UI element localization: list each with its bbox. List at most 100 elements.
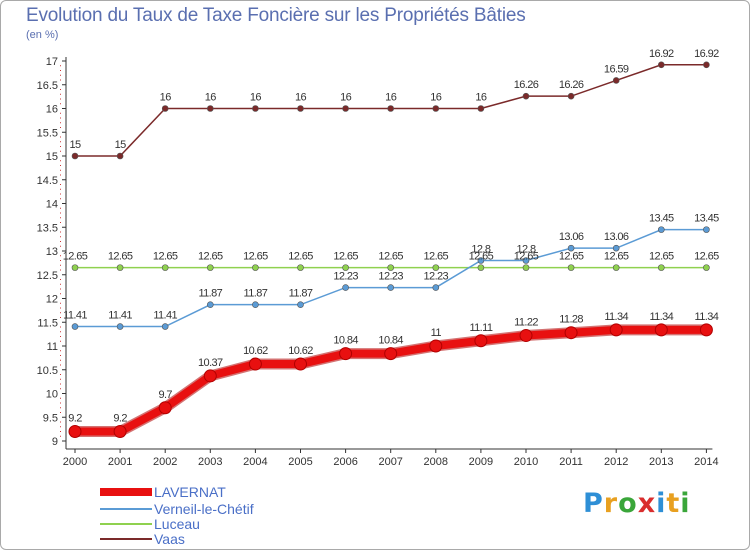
point-luceau — [477, 264, 485, 271]
point-vaas — [522, 92, 530, 100]
point-verneil-le-chetif — [207, 301, 214, 308]
point-vaas — [207, 105, 214, 112]
x-tick-label: 2007 — [378, 456, 402, 468]
y-tick-label: 13 — [46, 246, 58, 258]
point-lavernat — [429, 339, 443, 353]
point-lavernat — [248, 357, 262, 371]
axes: 9 9.5 10 10.5 11 11.5 12 12.5 13 13.5 14 14.5 15 15.5… — [37, 56, 719, 468]
point-luceau — [342, 264, 349, 271]
y-minor-tick — [60, 269, 61, 271]
y-minor-tick — [60, 397, 61, 399]
data-label-verneil-le-chetif: 12.8 — [471, 244, 490, 256]
data-label-verneil-le-chetif: 11.41 — [63, 310, 87, 322]
data-label-luceau: 12.65 — [378, 251, 403, 263]
y-minor-tick — [60, 122, 61, 124]
point-luceau — [116, 264, 124, 271]
data-label-luceau: 12.65 — [108, 251, 133, 263]
data-label-lavernat: 9.7 — [158, 389, 172, 401]
point-vaas — [477, 105, 485, 112]
data-label-lavernat: 11.34 — [604, 311, 628, 323]
y-minor-tick — [60, 70, 61, 71]
data-label-verneil-le-chetif: 12.23 — [424, 271, 449, 283]
data-label-luceau: 12.65 — [198, 251, 223, 263]
point-verneil-le-chetif — [657, 226, 665, 233]
y-minor-tick — [60, 426, 61, 428]
x-tick-label: 2009 — [469, 456, 493, 468]
point-vaas — [612, 77, 620, 84]
y-minor-tick — [60, 431, 61, 432]
y-minor-tick — [60, 79, 61, 81]
y-minor-tick — [60, 412, 61, 413]
y-minor-tick — [60, 174, 61, 176]
data-label-lavernat: 10.62 — [288, 345, 313, 357]
point-vaas — [161, 105, 169, 112]
y-tick-label: 17 — [46, 56, 58, 68]
data-label-luceau: 12.65 — [424, 251, 449, 263]
data-label-vaas: 16.92 — [694, 48, 719, 60]
point-lavernat — [519, 329, 533, 343]
y-minor-tick — [60, 217, 61, 219]
y-minor-tick — [60, 402, 61, 404]
point-lavernat — [203, 369, 217, 383]
y-minor-tick — [60, 146, 61, 147]
point-vaas — [432, 105, 440, 112]
x-tick-label: 2008 — [424, 456, 448, 468]
y-minor-tick — [60, 336, 61, 337]
y-tick-label: 10.5 — [37, 365, 58, 377]
unit-label: (en %) — [26, 29, 59, 41]
logo-letter: P — [583, 488, 604, 519]
x-tick-label: 2013 — [649, 456, 673, 468]
point-lavernat — [68, 425, 82, 438]
data-label-vaas: 16 — [205, 92, 217, 104]
data-label-lavernat: 11.22 — [514, 317, 538, 329]
data-label-vaas: 16 — [250, 92, 262, 104]
data-label-lavernat: 11.11 — [469, 322, 492, 334]
data-label-luceau: 12.65 — [333, 251, 358, 263]
y-tick-label: 12.5 — [37, 270, 58, 282]
point-verneil-le-chetif — [297, 301, 304, 308]
logo-letter: i — [656, 488, 667, 519]
data-label-vaas: 16 — [430, 92, 442, 104]
point-vaas — [703, 61, 710, 69]
data-label-lavernat: 11.28 — [559, 314, 583, 326]
y-minor-tick — [60, 184, 61, 185]
data-label-vaas: 16.26 — [514, 79, 539, 91]
y-minor-tick — [60, 260, 61, 261]
y-minor-tick — [60, 207, 61, 209]
legend-label-vaas: Vaas — [154, 531, 185, 547]
y-minor-tick — [60, 435, 61, 437]
data-label-luceau: 12.65 — [243, 251, 268, 263]
x-tick-label: 2006 — [333, 456, 357, 468]
legend-item-vaas: Vaas — [100, 531, 320, 547]
y-tick-label: 10 — [46, 389, 58, 401]
data-label-verneil-le-chetif: 12.23 — [333, 271, 358, 283]
point-verneil-le-chetif — [342, 284, 349, 291]
point-lavernat — [474, 334, 488, 348]
y-tick-label: 9 — [52, 436, 58, 448]
y-minor-tick — [60, 283, 61, 285]
point-verneil-le-chetif — [161, 323, 169, 330]
data-label-verneil-le-chetif: 13.45 — [694, 213, 719, 225]
data-label-vaas: 15 — [115, 139, 127, 151]
point-luceau — [612, 264, 620, 271]
point-lavernat — [699, 323, 713, 337]
point-luceau — [71, 264, 79, 271]
point-vaas — [116, 152, 124, 160]
y-minor-tick — [60, 89, 61, 90]
y-minor-tick — [60, 222, 61, 223]
proxiti-logo: Proxiti — [583, 488, 691, 519]
y-minor-tick — [60, 293, 61, 295]
legend-swatch-luceau — [100, 523, 152, 525]
point-vaas — [297, 105, 304, 112]
y-minor-tick — [60, 103, 61, 105]
data-labels-layer: 15 15 16 16 16 16 16 16 16 16 16.26 16.26 16.59 16.92… — [63, 48, 720, 425]
y-tick-label: 9.5 — [43, 412, 58, 424]
x-tick-label: 2012 — [604, 456, 628, 468]
data-label-luceau: 12.65 — [649, 251, 674, 263]
x-tick-label: 2003 — [198, 456, 222, 468]
point-vaas — [342, 105, 349, 112]
x-tick-label: 2001 — [108, 456, 132, 468]
point-lavernat — [384, 347, 398, 361]
